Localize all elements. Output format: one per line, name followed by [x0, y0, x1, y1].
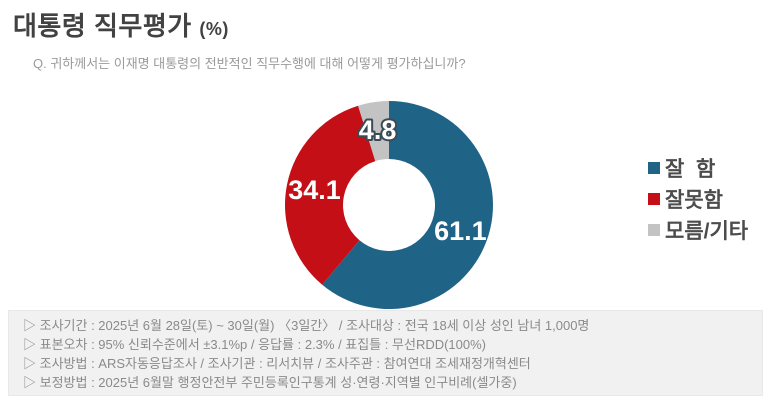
- donut-slice-value-2: 4.8: [359, 115, 397, 145]
- legend-swatch-negative: [648, 192, 660, 205]
- page-title: 대통령 직무평가 (%): [13, 6, 229, 43]
- survey-methodology: ▷ 조사기간 : 2025년 6월 28일(토) ~ 30일(월) 〈3일간〉 …: [8, 310, 763, 396]
- legend-label-unknown: 모름/기타: [665, 219, 749, 243]
- legend-item-positive: 잘 함: [648, 152, 748, 183]
- legend-item-negative: 잘못함: [648, 183, 748, 214]
- methodology-line-weighting: ▷ 보정방법 : 2025년 6월말 행정안전부 주민등록인구통계 성·연령·지…: [23, 375, 517, 390]
- legend-label-positive: 잘 함: [665, 157, 716, 181]
- page-title-unit: (%): [199, 19, 229, 39]
- survey-question: Q. 귀하께서는 이재명 대통령의 전반적인 직무수행에 대해 어떻게 평가하십…: [33, 56, 466, 71]
- donut-slice-value-1: 34.1: [288, 175, 341, 205]
- methodology-line-method: ▷ 조사방법 : ARS자동응답조사 / 조사기관 : 리서치뷰 / 조사주관 …: [23, 356, 531, 371]
- legend-swatch-positive: [648, 161, 660, 174]
- donut-slice-1: [285, 105, 376, 285]
- donut-slice-0: [322, 101, 493, 309]
- page-title-text: 대통령 직무평가: [13, 11, 192, 41]
- legend-swatch-unknown: [648, 223, 660, 236]
- methodology-line-error: ▷ 표본오차 : 95% 신뢰수준에서 ±3.1%p / 응답률 : 2.3% …: [23, 337, 487, 352]
- legend-label-negative: 잘못함: [665, 188, 723, 212]
- chart-legend: 잘 함 잘못함 모름/기타: [648, 152, 748, 245]
- legend-item-unknown: 모름/기타: [648, 214, 748, 245]
- donut-chart-svg: 61.1 34.1 4.8: [285, 101, 493, 309]
- donut-chart: 61.1 34.1 4.8: [283, 99, 495, 311]
- methodology-line-period: ▷ 조사기간 : 2025년 6월 28일(토) ~ 30일(월) 〈3일간〉 …: [23, 318, 590, 333]
- donut-slice-2: [358, 101, 389, 162]
- donut-slice-value-0: 61.1: [434, 216, 487, 246]
